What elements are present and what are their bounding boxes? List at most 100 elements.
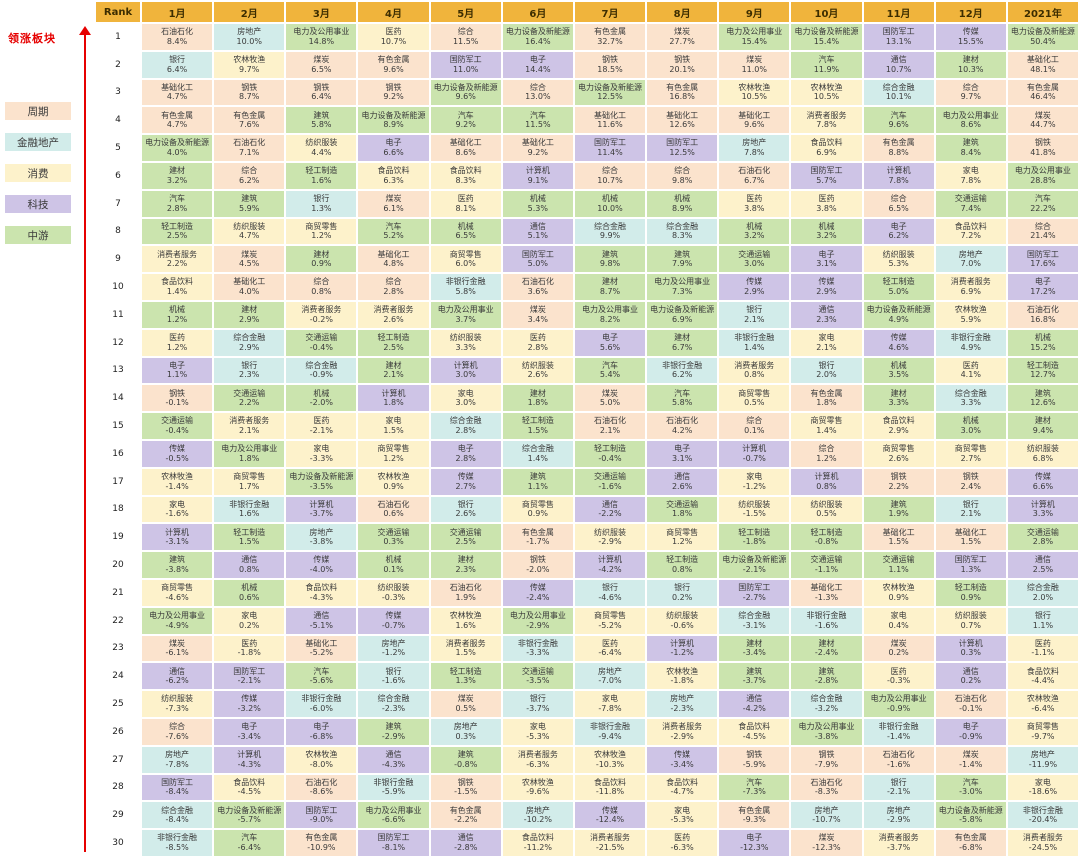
sector-name: 轻工制造 (810, 527, 843, 537)
sector-cell: 商贸零售 1.2% (286, 218, 357, 245)
sector-name: 纺织服装 (377, 583, 410, 593)
sector-return: 6.2% (239, 175, 260, 185)
sector-name: 有色金属 (161, 110, 194, 120)
rank-number: 5 (96, 135, 140, 161)
sector-name: 商贸零售 (521, 499, 554, 509)
sector-name: 建材 (385, 360, 402, 370)
sector-return: 8.3% (455, 175, 476, 185)
sector-return: 6.7% (671, 342, 693, 352)
sector-return: 6.9% (671, 314, 693, 324)
sector-name: 建筑 (890, 499, 907, 509)
sector-return: 2.9% (816, 287, 837, 297)
sector-name: 食品饮料 (161, 277, 194, 287)
sector-name: 基础化工 (666, 110, 699, 120)
sector-cell: 钢铁 -7.9% (791, 746, 862, 773)
sector-name: 消费者服务 (662, 722, 703, 732)
sector-name: 综合 (457, 27, 474, 37)
sector-return: 15.2% (1030, 342, 1056, 352)
sector-return: -0.5% (165, 453, 189, 463)
sector-return: -11.9% (1028, 759, 1058, 769)
sector-return: -0.9% (309, 370, 333, 380)
sector-name: 商贸零售 (377, 444, 410, 454)
sector-name: 家电 (601, 694, 618, 704)
sector-return: -4.0% (309, 565, 333, 575)
sector-cell: 农林牧渔 0.9% (358, 468, 429, 495)
sector-return: 6.5% (455, 231, 476, 241)
sector-cell: 医药 -6.4% (574, 635, 646, 662)
sector-return: 3.3% (960, 398, 981, 408)
rank-number: 18 (96, 496, 140, 523)
sector-cell: 计算机 0.8% (791, 468, 862, 495)
sector-name: 计算机 (597, 555, 622, 565)
sector-cell: 综合金融 3.3% (935, 385, 1006, 412)
sector-cell: 综合金融 1.4% (502, 440, 573, 467)
sector-return: -2.9% (526, 620, 550, 630)
sector-return: 1.4% (816, 426, 837, 436)
sector-return: -21.5% (595, 843, 625, 853)
sector-cell: 交通运输 2.8% (1007, 524, 1078, 551)
sector-return: 1.8% (671, 509, 693, 519)
sector-return: 1.2% (816, 453, 837, 463)
sector-name: 医药 (169, 333, 186, 343)
sector-return: 28.8% (1030, 175, 1056, 185)
sector-return: 41.8% (1030, 148, 1056, 158)
sector-return: 0.9% (960, 592, 981, 602)
sector-name: 农林牧渔 (1026, 694, 1059, 704)
sector-return: 0.9% (888, 592, 909, 602)
sector-cell: 传媒 4.6% (863, 329, 934, 356)
sector-return: -4.6% (165, 592, 189, 602)
sector-return: -3.8% (814, 731, 839, 741)
sector-cell: 建筑 12.6% (1007, 385, 1078, 412)
sector-name: 建材 (818, 638, 835, 648)
sector-return: -24.5% (1028, 843, 1058, 853)
sector-name: 机械 (529, 194, 546, 204)
sector-cell: 交通运输 3.0% (719, 246, 790, 273)
sector-return: -3.2% (237, 704, 261, 714)
sector-cell: 商贸零售 2.6% (863, 440, 934, 467)
sector-cell: 银行 0.2% (647, 579, 718, 606)
sector-cell: 消费者服务 -24.5% (1007, 830, 1078, 856)
sector-name: 机械 (385, 555, 402, 565)
sector-return: -0.3% (381, 592, 406, 602)
sector-cell: 电子 -6.8% (286, 718, 357, 745)
sector-name: 基础化工 (233, 277, 266, 287)
sector-cell: 基础化工 -1.3% (791, 579, 862, 606)
sector-return: 0.3% (455, 731, 476, 741)
sector-name: 食品饮料 (233, 777, 266, 787)
sector-return: 9.6% (455, 92, 476, 102)
sector-return: 9.8% (671, 175, 693, 185)
sector-name: 机械 (674, 194, 691, 204)
sector-return: 13.1% (885, 36, 912, 46)
sector-cell: 消费者服务 -21.5% (574, 830, 646, 856)
month-column-header: 10月 (791, 2, 862, 22)
sector-name: 钢铁 (313, 82, 330, 92)
sector-return: -8.1% (381, 843, 406, 853)
rank-number: 8 (96, 218, 140, 245)
sector-name: 计算机 (742, 444, 767, 454)
sector-name: 计算机 (886, 166, 911, 176)
sector-cell: 交通运输 -0.4% (142, 413, 213, 439)
sector-name: 医药 (746, 194, 763, 204)
sector-return: 2.6% (888, 453, 909, 463)
sector-return: 2.0% (1032, 592, 1054, 602)
sector-return: -1.2% (381, 648, 406, 658)
sector-name: 医药 (601, 638, 618, 648)
rank-number: 13 (96, 357, 140, 384)
sector-name: 食品饮料 (882, 416, 915, 426)
sector-cell: 钢铁 -0.1% (142, 385, 213, 412)
sector-cell: 计算机 -1.2% (647, 635, 718, 662)
sector-name: 房地产 (670, 694, 695, 704)
sector-name: 机械 (601, 194, 618, 204)
sector-cell: 纺织服装 2.6% (502, 357, 573, 384)
sector-name: 电力及公用事业 (581, 305, 638, 315)
sector-return: 17.6% (1030, 259, 1056, 269)
sector-return: 2.9% (239, 314, 260, 324)
sector-return: 3.7% (455, 314, 476, 324)
sector-cell: 基础化工 1.5% (863, 524, 934, 551)
sector-return: -6.8% (959, 843, 983, 853)
sector-cell: 计算机 9.1% (502, 162, 573, 189)
sector-return: 10.7% (380, 36, 407, 46)
sector-name: 银行 (601, 583, 618, 593)
sector-name: 煤炭 (313, 55, 330, 65)
rank-number: 27 (96, 746, 140, 773)
